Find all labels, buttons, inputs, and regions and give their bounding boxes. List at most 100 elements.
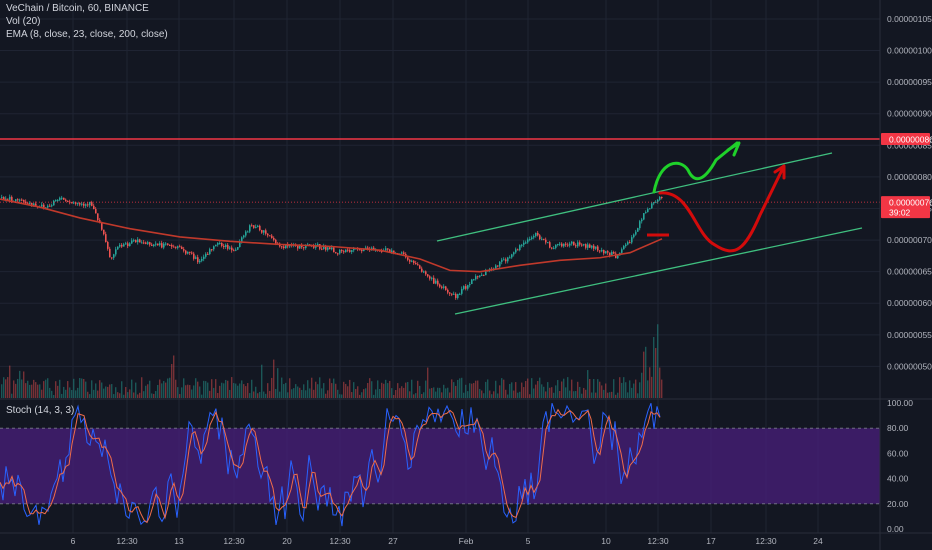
candle-body — [529, 239, 531, 241]
candle-body — [429, 276, 431, 279]
candle-body — [21, 199, 23, 201]
volume-bar — [655, 348, 657, 398]
volume-bar — [41, 389, 43, 398]
volume-bar — [99, 380, 101, 398]
candle-body — [221, 243, 223, 246]
volume-bar — [543, 386, 545, 398]
volume-bar — [485, 381, 487, 398]
volume-bar — [239, 383, 241, 398]
candle-body — [53, 200, 55, 206]
volume-bar — [169, 377, 171, 398]
volume-bar — [393, 394, 395, 398]
volume-bar — [643, 351, 645, 398]
candle-body — [495, 265, 497, 269]
volume-bar — [223, 383, 225, 398]
volume-bar — [571, 379, 573, 398]
volume-bar — [33, 379, 35, 398]
volume-bar — [405, 382, 407, 398]
candle-body — [267, 233, 269, 236]
volume-bar — [309, 388, 311, 398]
volume-bar — [269, 390, 271, 398]
candle-body — [11, 196, 13, 202]
volume-bar — [555, 385, 557, 398]
volume-bar — [67, 381, 69, 398]
volume-bar — [267, 383, 269, 398]
candle-body — [585, 244, 587, 248]
volume-bar — [63, 386, 65, 398]
volume-bar — [47, 378, 49, 398]
candle-body — [193, 253, 195, 259]
volume-bar — [9, 365, 11, 398]
candle-body — [527, 239, 529, 243]
stoch-legend-wrap: Stoch (14, 3, 3) — [6, 404, 74, 417]
volume-bar — [521, 382, 523, 398]
candle-body — [455, 293, 457, 298]
candle-body — [443, 286, 445, 288]
volume-bar — [651, 376, 653, 398]
candle-body — [621, 249, 623, 253]
candle-body — [255, 226, 257, 228]
candle-body — [597, 246, 599, 251]
drawing-annotations[interactable] — [0, 138, 880, 315]
volume-bar — [441, 392, 443, 398]
volume-bar — [603, 389, 605, 398]
volume-bar — [1, 384, 3, 398]
volume-bar — [431, 388, 433, 398]
volume-bar — [453, 382, 455, 398]
candle-body — [101, 222, 103, 230]
time-tick-label: 27 — [388, 536, 398, 546]
volume-bar — [221, 382, 223, 398]
volume-bar — [227, 380, 229, 398]
volume-bar — [399, 388, 401, 398]
volume-bar — [607, 392, 609, 398]
volume-bar — [445, 388, 447, 398]
candle-body — [541, 238, 543, 240]
volume-bar — [567, 377, 569, 398]
volume-bar — [213, 387, 215, 398]
candle-body — [297, 245, 299, 249]
price-tick-label: 0.00000090 — [887, 109, 932, 119]
candle-body — [139, 239, 141, 243]
volume-bar — [197, 381, 199, 398]
volume-bar — [533, 388, 535, 398]
candle-body — [381, 250, 383, 252]
candle-body — [651, 203, 653, 209]
volume-bar — [615, 394, 617, 398]
candle-body — [501, 259, 503, 262]
volume-bar — [135, 382, 137, 398]
volume-bar — [301, 389, 303, 398]
price-tick-label: 0.00000095 — [887, 77, 932, 87]
candle-body — [123, 244, 125, 247]
candle-body — [245, 231, 247, 236]
candle-body — [423, 271, 425, 273]
stoch-tick-label: 40.00 — [887, 474, 909, 484]
price-tag-box — [881, 206, 930, 219]
volume-bar — [295, 384, 297, 398]
candle-body — [335, 252, 337, 254]
stoch-d-line — [0, 408, 661, 524]
candle-body — [227, 244, 229, 249]
volume-bar — [403, 387, 405, 398]
candle-body — [257, 225, 259, 227]
chart-title: VeChain / Bitcoin, 60, BINANCE — [6, 3, 149, 14]
candle-body — [591, 245, 593, 248]
candle-body — [237, 247, 239, 250]
volume-bar — [323, 383, 325, 398]
volume-bar — [579, 386, 581, 398]
candle-body — [387, 248, 389, 250]
candle-body — [643, 213, 645, 220]
candle-body — [475, 276, 477, 280]
volume-bar — [49, 387, 51, 398]
volume-bar — [559, 390, 561, 398]
volume-bar — [631, 387, 633, 398]
price-tag-box — [881, 196, 930, 209]
candle-body — [79, 203, 81, 205]
candle-body — [605, 251, 607, 254]
volume-bar — [43, 381, 45, 398]
candle-body — [151, 244, 153, 246]
volume-bar — [325, 393, 327, 398]
candle-body — [203, 256, 205, 259]
candle-body — [449, 292, 451, 294]
volume-bar — [573, 391, 575, 398]
